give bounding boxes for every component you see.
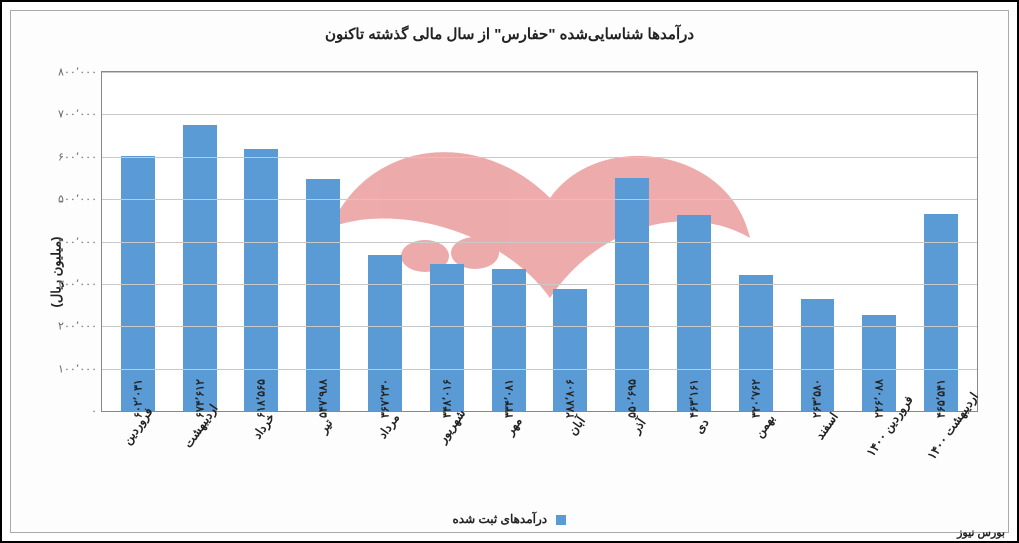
chart-title: درآمدها شناسایی‌شده "حفارس" از سال مالی …: [11, 11, 1008, 51]
gridline: [102, 114, 977, 115]
gridline: [102, 72, 977, 73]
x-label-slot: فروردین ۱۴۰۰: [853, 417, 916, 512]
x-label-slot: اردیبهشت ۱۴۰۰: [915, 417, 978, 512]
gridline: [102, 369, 977, 370]
y-tick-label: ۲۰۰٬۰۰۰: [27, 320, 97, 333]
plot-area: ۶۰۲٬۰۳۱۶۷۴٬۶۱۲۶۱۸٬۵۶۵۵۴۷٬۹۸۸۳۶۷٬۲۳۰۳۴۸٬۰…: [101, 71, 978, 412]
bar-value-label: ۵۴۷٬۹۸۸: [317, 379, 330, 418]
bar: ۵۴۷٬۹۸۸: [306, 179, 340, 411]
bar: ۲۶۳٬۵۸۰: [801, 299, 835, 411]
chart-container: درآمدها شناسایی‌شده "حفارس" از سال مالی …: [10, 10, 1009, 533]
footer-label: بورس نیوز: [957, 526, 1005, 539]
y-tick-label: ۴۰۰٬۰۰۰: [27, 235, 97, 248]
bar: ۲۸۸٬۸۰۶: [553, 289, 587, 411]
x-tick-label: بهمن: [752, 412, 778, 440]
bar-value-label: ۵۵۰٬۶۹۵: [626, 379, 639, 418]
y-tick-label: ۶۰۰٬۰۰۰: [27, 150, 97, 163]
bar-value-label: ۴۶۳٬۱۶۱: [687, 379, 700, 418]
x-tick-label: آذر: [629, 416, 649, 436]
bar: ۴۶۳٬۱۶۱: [677, 215, 711, 411]
y-tick-label: ۷۰۰٬۰۰۰: [27, 108, 97, 121]
legend-label: درآمدهای ثبت شده: [453, 512, 548, 526]
gridline: [102, 284, 977, 285]
x-label-slot: آذر: [602, 417, 665, 512]
y-tick-label: ۸۰۰٬۰۰۰: [27, 66, 97, 79]
x-tick-label: دی: [692, 416, 712, 436]
x-label-slot: مهر: [477, 417, 540, 512]
bar-value-label: ۲۲۶٬۰۸۸: [873, 379, 886, 418]
x-label-slot: اسفند: [790, 417, 853, 512]
bar: ۲۲۶٬۰۸۸: [862, 315, 896, 411]
x-label-slot: دی: [665, 417, 728, 512]
bar: ۳۶۷٬۲۳۰: [368, 255, 402, 411]
bar: ۳۴۸٬۰۱۶: [430, 264, 464, 411]
x-tick-label: تیر: [316, 416, 335, 435]
y-tick-label: ۳۰۰٬۰۰۰: [27, 277, 97, 290]
x-label-slot: بهمن: [727, 417, 790, 512]
x-label-slot: تیر: [289, 417, 352, 512]
y-tick-label: ۰: [27, 405, 97, 418]
gridline: [102, 326, 977, 327]
gridline: [102, 242, 977, 243]
bar-value-label: ۳۲۰٬۷۶۲: [749, 379, 762, 418]
bar-value-label: ۲۸۸٬۸۰۶: [564, 379, 577, 418]
gridline: [102, 199, 977, 200]
y-tick-label: ۵۰۰٬۰۰۰: [27, 193, 97, 206]
x-tick-label: مهر: [503, 414, 525, 437]
bar: ۴۶۵٬۵۴۱: [924, 214, 958, 411]
x-label-slot: اردیبهشت: [164, 417, 227, 512]
x-labels-container: فروردیناردیبهشتخرداد تیر مردادشهریور مهر آبا…: [101, 417, 978, 512]
x-label-slot: خرداد: [226, 417, 289, 512]
bar: ۵۵۰٬۶۹۵: [615, 178, 649, 411]
y-tick-label: ۱۰۰٬۰۰۰: [27, 362, 97, 375]
bar-value-label: ۳۳۴٬۰۸۱: [502, 379, 515, 418]
bar-value-label: ۴۶۵٬۵۴۱: [935, 379, 948, 418]
x-label-slot: شهریور: [414, 417, 477, 512]
x-label-slot: مرداد: [352, 417, 415, 512]
x-tick-label: آبان: [565, 414, 587, 438]
legend: درآمدهای ثبت شده: [11, 512, 1008, 526]
x-label-slot: آبان: [539, 417, 602, 512]
gridline: [102, 157, 977, 158]
legend-marker: [556, 515, 566, 525]
bar: ۶۱۸٬۵۶۵: [244, 149, 278, 411]
plot-area-wrapper: ۶۰۲٬۰۳۱۶۷۴٬۶۱۲۶۱۸٬۵۶۵۵۴۷٬۹۸۸۳۶۷٬۲۳۰۳۴۸٬۰…: [101, 71, 978, 412]
bar: ۳۲۰٬۷۶۲: [739, 275, 773, 411]
bar-value-label: ۲۶۳٬۵۸۰: [811, 379, 824, 418]
bar: ۳۳۴٬۰۸۱: [492, 269, 526, 411]
x-label-slot: فروردین: [101, 417, 164, 512]
